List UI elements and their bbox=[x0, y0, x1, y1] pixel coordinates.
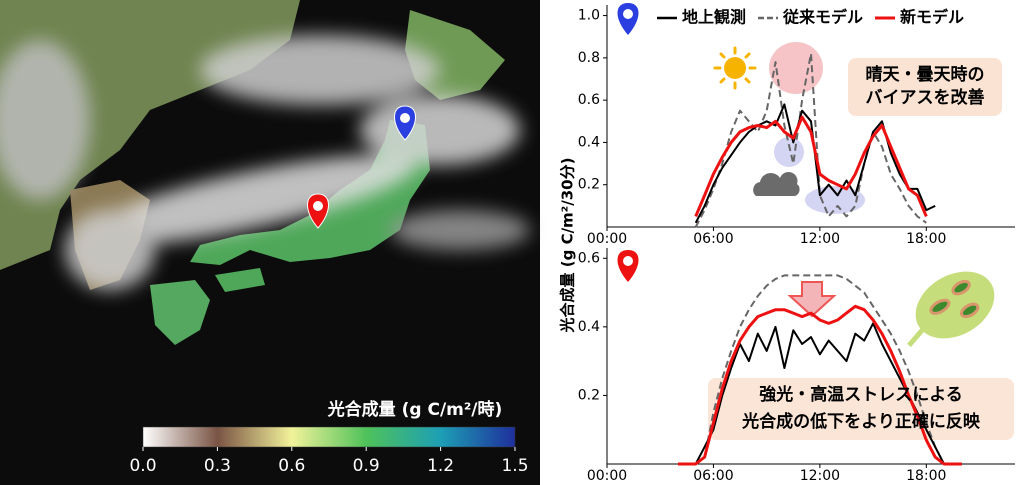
x-tick-label: 12:00 bbox=[800, 468, 840, 484]
blue-pin bbox=[394, 105, 416, 141]
shikoku bbox=[215, 268, 265, 292]
cloud-icon bbox=[753, 171, 800, 196]
pin-hole bbox=[400, 113, 410, 123]
y-tick-label: 0.6 bbox=[578, 250, 600, 266]
red-pin bbox=[617, 250, 639, 282]
highlight bbox=[774, 137, 804, 167]
map: 光合成量 (g C/m²/時) bbox=[0, 0, 540, 485]
cloud bbox=[360, 95, 520, 165]
x-tick-label: 18:00 bbox=[906, 468, 946, 484]
colorbar bbox=[142, 426, 516, 448]
pin-hole bbox=[623, 256, 633, 266]
y-tick-label: 1.0 bbox=[578, 8, 600, 24]
x-tick-label: 00:00 bbox=[587, 468, 627, 484]
colorbar-title: 光合成量 (g C/m²/時) bbox=[327, 399, 503, 420]
stoma bbox=[929, 298, 951, 315]
colorbar-tick-label: 1.2 bbox=[427, 456, 454, 476]
y-tick-label: 0.4 bbox=[578, 319, 600, 335]
colorbar-tick-label: 0.3 bbox=[204, 456, 231, 476]
stoma bbox=[951, 279, 971, 296]
x-tick-label: 00:00 bbox=[587, 231, 627, 247]
y-tick-label: 0.4 bbox=[578, 134, 600, 150]
y-tick-label: 0.2 bbox=[578, 177, 600, 193]
leaf bbox=[915, 271, 995, 339]
y-axis-label: 光合成量 (g C/m²/30分) bbox=[559, 158, 577, 334]
series-line bbox=[694, 115, 928, 217]
clouds bbox=[0, 35, 530, 290]
x-tick-label: 06:00 bbox=[693, 231, 733, 247]
cloud bbox=[65, 210, 155, 290]
stoma bbox=[959, 302, 980, 319]
annotation: 晴天・曇天時の bbox=[866, 64, 985, 85]
pin-hole bbox=[313, 201, 323, 211]
sun-icon bbox=[713, 46, 757, 90]
x-tick-label: 12:00 bbox=[800, 231, 840, 247]
colorbar-tick-label: 1.5 bbox=[501, 456, 528, 476]
down-arrow bbox=[787, 281, 837, 318]
cloud bbox=[200, 35, 440, 105]
colorbar-tick-label: 0.9 bbox=[353, 456, 380, 476]
y-tick-label: 0.6 bbox=[578, 92, 600, 108]
highlight bbox=[769, 42, 823, 94]
x-tick-label: 18:00 bbox=[906, 231, 946, 247]
colorbar-tick-label: 0.6 bbox=[278, 456, 305, 476]
pin-hole bbox=[623, 9, 633, 19]
leaf-stem bbox=[907, 327, 925, 348]
x-tick-label: 06:00 bbox=[693, 468, 733, 484]
annotation: 光合成の低下をより正確に反映 bbox=[741, 411, 981, 432]
series-line bbox=[678, 304, 962, 466]
honshu bbox=[190, 120, 430, 265]
annotation-box bbox=[848, 58, 1002, 116]
annotation-box bbox=[708, 378, 1014, 440]
red-pin bbox=[307, 193, 329, 229]
legend-label: 新モデル bbox=[900, 8, 964, 27]
leaf-icon bbox=[907, 271, 995, 348]
series-line bbox=[678, 274, 962, 465]
sun bbox=[724, 57, 746, 79]
colorbar-tick-label: 0.0 bbox=[129, 456, 156, 476]
legend-label: 地上観測 bbox=[682, 8, 746, 27]
legend-label: 従来モデル bbox=[782, 8, 863, 27]
annotation: 強光・高温ストレスによる bbox=[759, 384, 963, 405]
annotation: バイアスを改善 bbox=[866, 87, 985, 108]
cloud bbox=[390, 210, 530, 250]
cloud bbox=[0, 40, 90, 200]
y-tick-label: 0.2 bbox=[578, 387, 600, 403]
sun-rays bbox=[713, 46, 757, 90]
blue-pin bbox=[617, 3, 639, 35]
y-tick-label: 0.8 bbox=[578, 50, 600, 66]
cloud bbox=[83, 155, 417, 245]
kyushu bbox=[150, 280, 210, 345]
